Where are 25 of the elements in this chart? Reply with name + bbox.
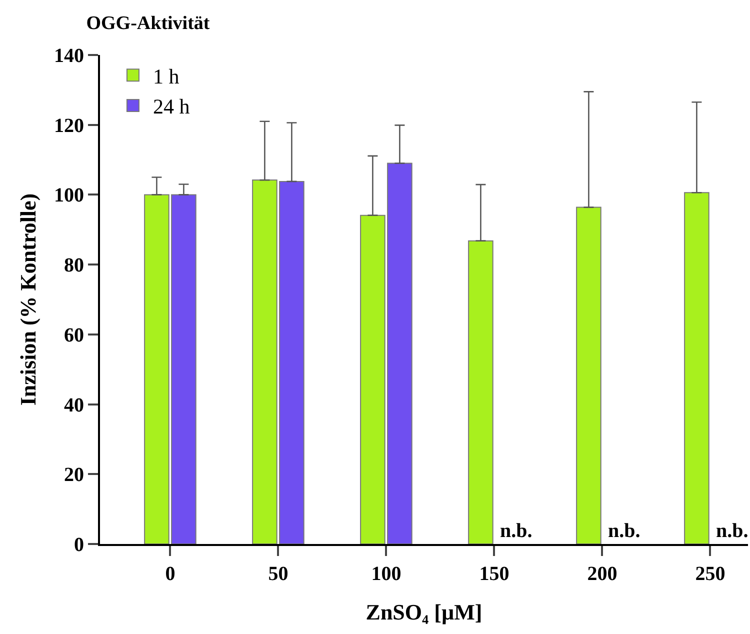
- bar: [684, 192, 710, 544]
- x-tick-label: 250: [695, 563, 726, 585]
- x-tick-label: 100: [371, 563, 402, 585]
- y-tick-label: 100: [54, 184, 84, 207]
- y-tick-label: 80: [64, 254, 84, 277]
- x-axis-title: ZnSO₄ [µM]: [366, 599, 482, 624]
- y-axis-title: Inzision (% Kontrolle): [15, 193, 40, 406]
- x-tick-label: 50: [268, 563, 288, 585]
- x-tick-label: 150: [479, 563, 510, 585]
- x-tick-label: 200: [587, 563, 618, 585]
- bar: [468, 240, 494, 544]
- y-tick-label: 60: [64, 324, 84, 346]
- x-tick-label: 0: [165, 563, 176, 585]
- annotation: n.b.: [608, 520, 640, 542]
- chart-title: OGG-Aktivität: [86, 13, 210, 34]
- legend-label: 1 h: [152, 64, 180, 88]
- annotation: n.b.: [500, 520, 532, 542]
- bar: [576, 206, 602, 544]
- y-tick-label: 0: [74, 534, 84, 556]
- legend-label: 24 h: [152, 94, 190, 119]
- y-tick-label: 40: [64, 394, 84, 416]
- y-tick-label: 120: [54, 114, 84, 137]
- annotation: n.b.: [716, 520, 748, 542]
- y-tick-label: 20: [64, 464, 84, 486]
- y-tick-label: 140: [54, 45, 84, 67]
